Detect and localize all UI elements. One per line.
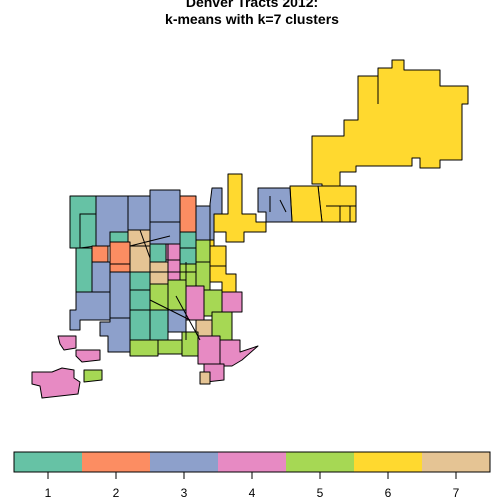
tract-airport	[311, 59, 469, 191]
title-line-1: Denver Tracts 2012:	[185, 0, 319, 10]
tract-ne-blue-1	[257, 187, 293, 223]
legend-border	[13, 451, 491, 473]
legend-label-2: 2	[113, 486, 120, 500]
tract-c-15	[221, 291, 243, 313]
map-title: Denver Tracts 2012: k-means with k=7 clu…	[0, 0, 504, 28]
tract-ne-3	[339, 205, 357, 223]
legend-label-6: 6	[385, 486, 392, 500]
legend-swatch-3	[150, 452, 218, 472]
title-line-2: k-means with k=7 clusters	[165, 11, 339, 27]
tract-s-8	[199, 371, 211, 385]
legend-label-5: 5	[317, 486, 324, 500]
tract-downtown	[129, 229, 201, 341]
legend-label-1: 1	[45, 486, 52, 500]
legend-label-7: 7	[453, 486, 460, 500]
legend-label-3: 3	[181, 486, 188, 500]
tract-s-2	[129, 339, 159, 357]
legend-swatch-5	[286, 452, 354, 472]
tract-sw-4	[83, 369, 103, 383]
tract-s-1	[99, 317, 131, 353]
legend-swatch-6	[354, 452, 422, 472]
legend-swatch-7	[422, 452, 490, 472]
tract-sw-3	[31, 367, 81, 399]
legend-label-4: 4	[249, 486, 256, 500]
tract-sw-1	[57, 335, 77, 351]
tract-grid-lines	[95, 76, 379, 340]
tract-sw-2	[75, 349, 101, 363]
legend-swatch-1	[14, 452, 82, 472]
legend-swatch-2	[82, 452, 150, 472]
legend-swatch-4	[218, 452, 286, 472]
